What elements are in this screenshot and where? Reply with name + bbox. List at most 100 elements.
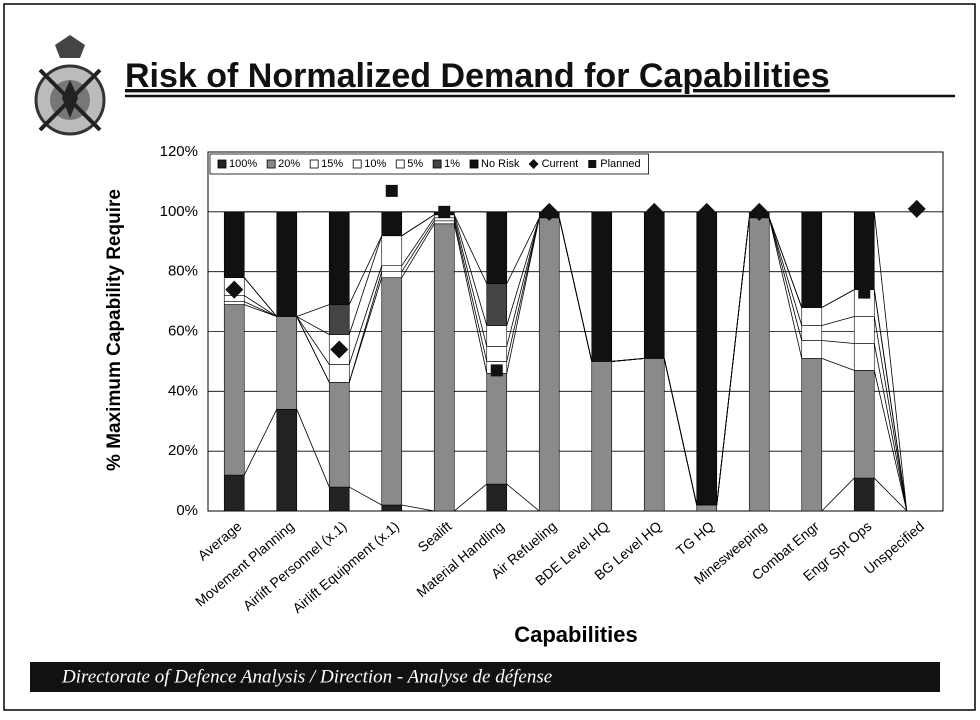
connector: [349, 486, 382, 506]
chart-title: Risk of Normalized Demand for Capabiliti…: [125, 57, 830, 95]
bar-segment: [801, 307, 823, 326]
y-tick-label: 40%: [168, 382, 198, 399]
bar-segment: [591, 361, 613, 512]
marker-current: [697, 202, 716, 221]
connector: [873, 316, 908, 512]
bar-segment: [486, 373, 508, 485]
connector: [401, 504, 435, 512]
bar-segment: [328, 364, 350, 383]
y-axis-title: % Maximum Capability Require: [104, 189, 125, 471]
legend-swatch: [469, 159, 479, 169]
legend-swatch: [266, 159, 276, 169]
bar-segment: [853, 477, 875, 512]
bar-segment: [538, 217, 560, 512]
bar-segment: [486, 211, 508, 284]
bar-segment: [853, 370, 875, 479]
bar-segment: [276, 316, 298, 410]
connector: [821, 358, 855, 371]
legend-label: 100%: [229, 158, 257, 170]
legend-label: 10%: [364, 158, 386, 170]
connector: [873, 343, 908, 512]
legend-label: 20%: [278, 158, 300, 170]
connector: [821, 340, 855, 344]
marker-planned: [438, 205, 451, 218]
connector: [296, 304, 330, 317]
marker-planned: [858, 286, 871, 299]
connector: [821, 477, 855, 512]
connector: [296, 316, 330, 335]
connector: [506, 217, 540, 326]
marker-current: [330, 340, 349, 359]
bar-segment: [223, 301, 245, 305]
connector: [296, 316, 330, 365]
connector: [506, 217, 540, 362]
connector: [401, 217, 435, 266]
legend-box: [209, 153, 650, 175]
connector: [663, 358, 698, 506]
connector: [873, 211, 908, 512]
bar-segment: [486, 346, 508, 362]
legend-swatch: [588, 160, 597, 168]
connector: [348, 265, 383, 365]
connector: [873, 477, 908, 512]
connector: [348, 235, 383, 335]
connector: [506, 483, 540, 512]
legend-label: No Risk: [481, 158, 520, 170]
y-tick-label: 60%: [168, 322, 198, 339]
connector: [506, 217, 540, 284]
emblem: [34, 35, 106, 136]
bar-segment: [853, 211, 875, 290]
legend-label: 5%: [407, 158, 423, 170]
connector: [348, 271, 383, 383]
connector: [296, 409, 330, 488]
legend-swatch: [217, 159, 227, 169]
bar-segment: [801, 211, 823, 308]
connector: [348, 235, 383, 305]
bar-segment: [801, 340, 823, 359]
connector: [244, 304, 277, 317]
connector: [716, 217, 750, 506]
legend-label: Planned: [600, 158, 640, 170]
bar-segment: [223, 211, 245, 278]
footer-text: Directorate of Defence Analysis / Direct…: [61, 666, 552, 687]
connector: [296, 316, 330, 383]
marker-current: [907, 199, 926, 218]
bar-segment: [853, 316, 875, 344]
connector: [506, 217, 540, 347]
bar-segment: [381, 265, 403, 272]
connector: [558, 217, 593, 362]
connector: [401, 220, 435, 272]
connector: [768, 217, 803, 308]
bar-segment: [696, 211, 718, 506]
legend-label: Current: [542, 158, 579, 170]
bar-segment: [381, 211, 403, 237]
connector: [243, 277, 278, 317]
legend-swatch: [395, 159, 405, 169]
bar-segment: [433, 223, 455, 512]
bar-segment: [853, 343, 875, 371]
bar-segment: [223, 474, 245, 512]
x-axis-title: Capabilities: [514, 622, 637, 647]
connector: [453, 483, 488, 512]
bar-segment: [591, 211, 613, 362]
marker-current: [750, 202, 769, 221]
bar-segment: [223, 304, 245, 476]
bar-segment: [486, 483, 508, 512]
connector: [453, 220, 488, 362]
marker-current: [225, 280, 244, 299]
bar-segment: [276, 408, 298, 512]
y-tick-label: 80%: [168, 263, 198, 280]
legend-swatch: [528, 159, 539, 169]
bar-segment: [381, 235, 403, 266]
bar-segment: [801, 325, 823, 341]
connector: [244, 301, 277, 317]
y-tick-label: 0%: [176, 502, 198, 519]
bar-segment: [486, 325, 508, 347]
connector: [401, 214, 435, 237]
y-tick-label: 120%: [160, 143, 198, 160]
connector: [821, 289, 855, 308]
marker-planned: [490, 364, 503, 377]
bar-segment: [328, 382, 350, 488]
legend-label: 1%: [444, 158, 460, 170]
